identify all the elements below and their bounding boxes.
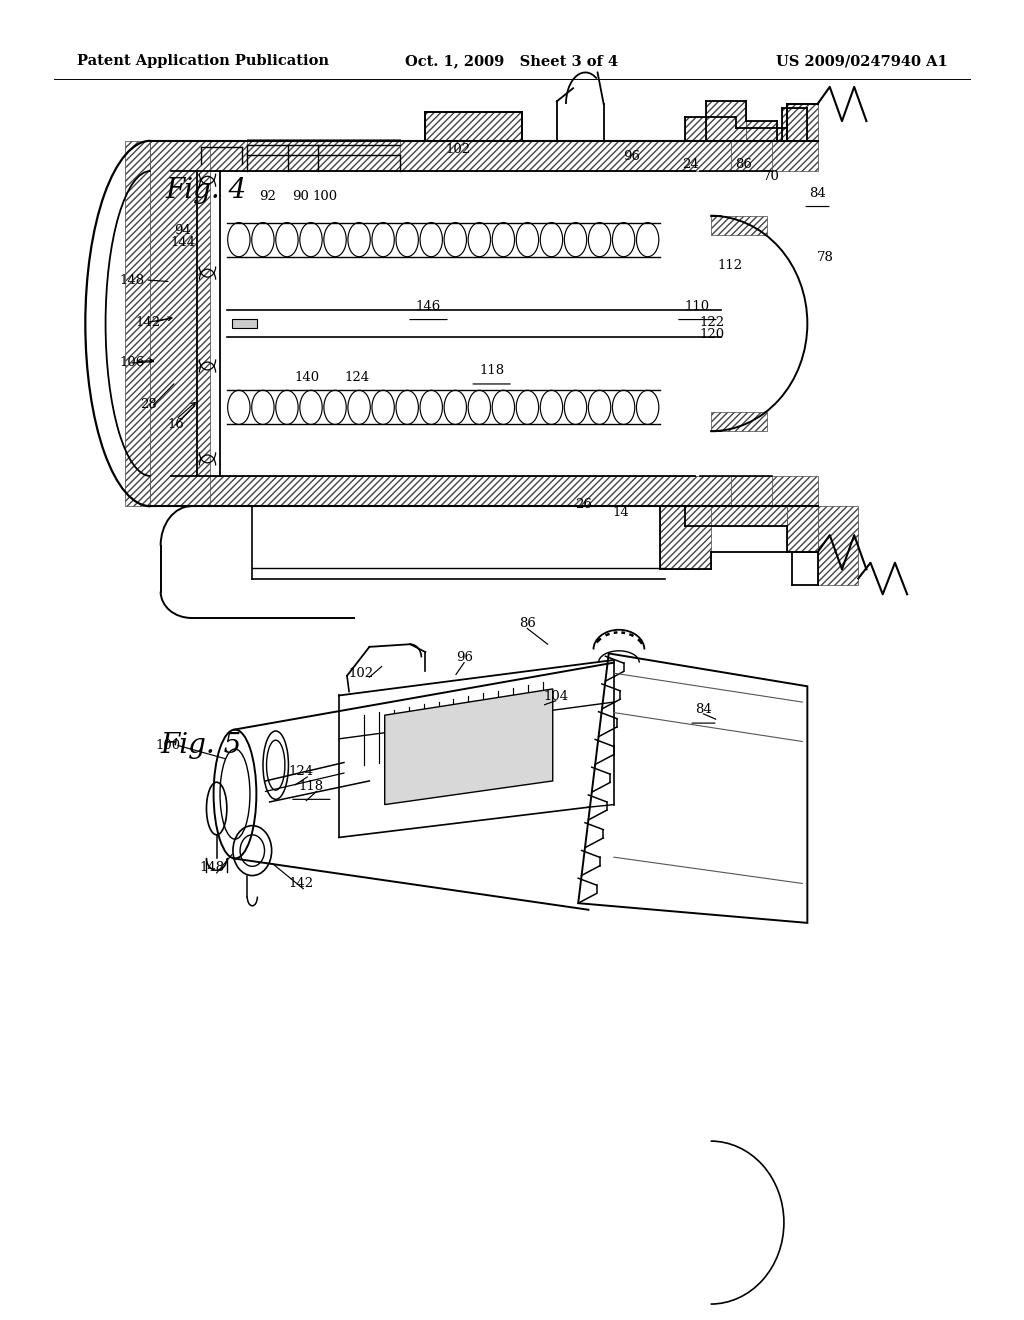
Text: 120: 120 [699, 327, 724, 341]
Polygon shape [782, 108, 807, 141]
Polygon shape [151, 477, 817, 506]
Text: 24: 24 [682, 158, 698, 172]
Polygon shape [151, 141, 817, 172]
Polygon shape [736, 128, 787, 141]
Polygon shape [425, 112, 522, 141]
Text: 110: 110 [685, 300, 710, 313]
Text: 124: 124 [345, 371, 370, 384]
Text: 104: 104 [543, 690, 568, 704]
Polygon shape [125, 141, 151, 506]
Text: Patent Application Publication: Patent Application Publication [77, 54, 329, 69]
Text: 148: 148 [199, 861, 224, 874]
Text: 14: 14 [612, 507, 630, 519]
Polygon shape [787, 506, 817, 552]
Text: 102: 102 [349, 667, 374, 680]
Text: 124: 124 [289, 766, 313, 779]
Text: 148: 148 [120, 273, 144, 286]
Text: 102: 102 [445, 144, 471, 157]
Text: 96: 96 [623, 150, 640, 164]
Polygon shape [706, 102, 746, 141]
Text: 118: 118 [479, 364, 504, 378]
Text: 84: 84 [809, 187, 826, 199]
Bar [231, 319, 257, 329]
Polygon shape [385, 689, 553, 805]
Text: 84: 84 [695, 704, 712, 717]
Text: 142: 142 [289, 876, 313, 890]
Text: 146: 146 [416, 300, 441, 313]
Text: 122: 122 [699, 315, 724, 329]
Polygon shape [711, 215, 767, 235]
Text: 142: 142 [136, 315, 161, 329]
Text: 70: 70 [763, 170, 780, 182]
Text: 86: 86 [519, 616, 536, 630]
Text: 90: 90 [292, 190, 308, 202]
Polygon shape [711, 412, 767, 432]
Text: 106: 106 [120, 356, 144, 370]
Text: Oct. 1, 2009   Sheet 3 of 4: Oct. 1, 2009 Sheet 3 of 4 [406, 54, 618, 69]
Polygon shape [787, 104, 817, 141]
Text: 100: 100 [312, 190, 337, 202]
Polygon shape [817, 506, 858, 585]
Polygon shape [746, 121, 777, 141]
Polygon shape [151, 141, 210, 506]
Text: 92: 92 [259, 190, 276, 202]
Text: Fig. 5: Fig. 5 [161, 731, 242, 759]
Text: 118: 118 [299, 780, 324, 793]
Polygon shape [731, 141, 772, 172]
Polygon shape [659, 506, 711, 569]
Text: 96: 96 [456, 651, 473, 664]
Text: 94: 94 [175, 223, 191, 236]
Text: 100: 100 [156, 739, 180, 752]
Text: 140: 140 [295, 371, 319, 384]
Polygon shape [685, 506, 787, 525]
Text: US 2009/0247940 A1: US 2009/0247940 A1 [776, 54, 948, 69]
Text: 86: 86 [735, 158, 752, 172]
Text: 26: 26 [574, 499, 592, 511]
Polygon shape [247, 140, 400, 156]
Text: 16: 16 [168, 418, 184, 432]
Polygon shape [731, 477, 772, 506]
Text: 78: 78 [817, 251, 835, 264]
Text: 28: 28 [140, 399, 157, 412]
Text: Fig. 4: Fig. 4 [166, 177, 247, 205]
Text: 112: 112 [718, 259, 742, 272]
Polygon shape [685, 117, 736, 141]
Text: 144: 144 [170, 235, 196, 248]
